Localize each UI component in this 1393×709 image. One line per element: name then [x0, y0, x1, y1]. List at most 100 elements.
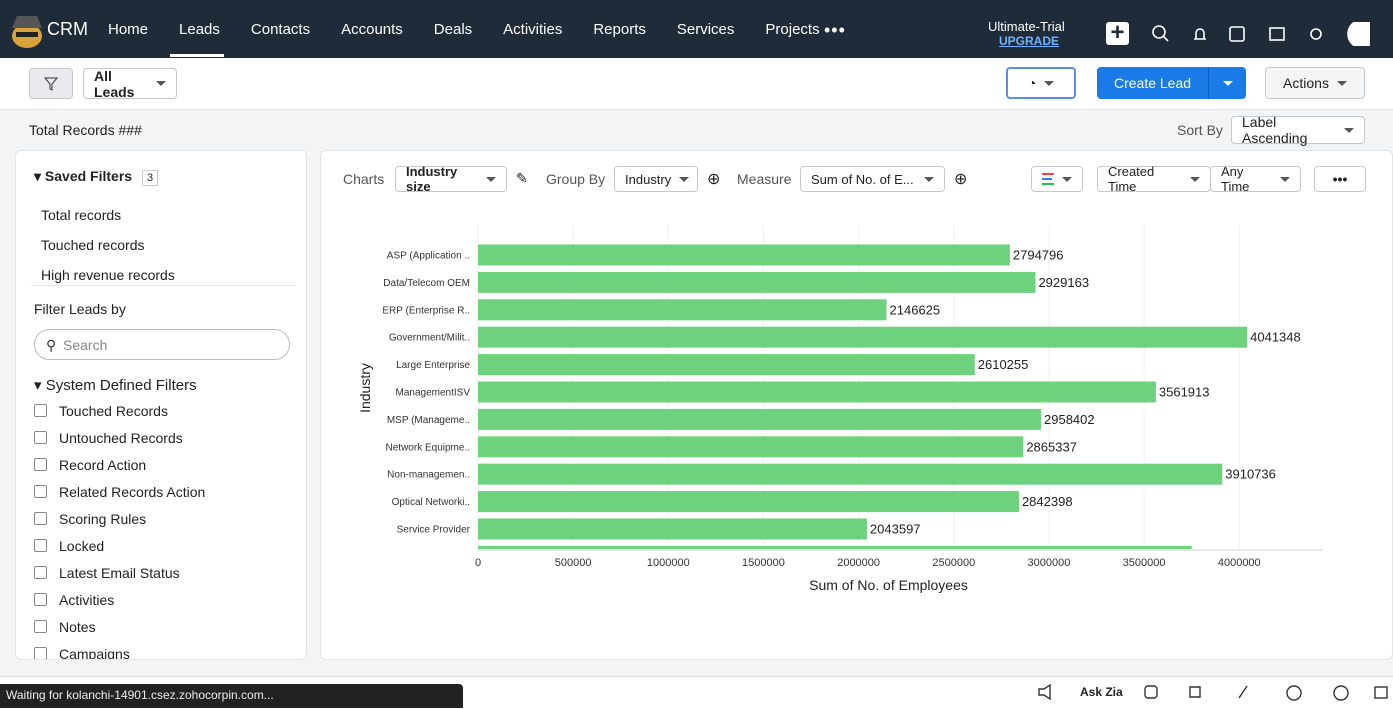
loading-status: Waiting for kolanchi-14901.csez.zohocorp… — [0, 684, 463, 708]
more-options[interactable]: ••• — [1314, 166, 1366, 192]
filter-option[interactable]: Record Action — [34, 452, 205, 479]
nav-item[interactable]: Leads — [179, 20, 220, 38]
filter-title: Filter Leads by — [34, 301, 126, 317]
y-tick-label: Large Enterprise — [396, 360, 470, 371]
group-label: Group By — [546, 171, 606, 187]
search-box[interactable]: ⚲ Search — [34, 329, 290, 360]
y-tick-label: Non-managemen.. — [387, 470, 470, 481]
active-indicator — [170, 54, 224, 57]
edit-icon[interactable]: ✎ — [516, 170, 528, 186]
x-tick-label: 3500000 — [1123, 557, 1166, 569]
filter-option[interactable]: Locked — [34, 533, 205, 560]
filter-option[interactable]: Latest Email Status — [34, 560, 205, 587]
nav-item[interactable]: Home — [108, 20, 149, 38]
bar — [478, 518, 867, 540]
filter-option[interactable]: Activities — [34, 587, 205, 614]
bar — [478, 381, 1156, 403]
saved-filter[interactable]: Total records — [41, 207, 122, 223]
nav-item[interactable]: Projects — [765, 20, 820, 38]
chart-select[interactable]: Industry size — [395, 164, 507, 194]
checkbox[interactable] — [34, 404, 47, 417]
upgrade[interactable]: UPGRADE — [999, 34, 1060, 48]
checkbox[interactable] — [34, 539, 47, 552]
y-axis-title: Industry — [357, 363, 373, 413]
checkbox[interactable] — [34, 485, 47, 498]
nav-item[interactable]: Accounts — [341, 20, 403, 38]
checkbox[interactable] — [34, 431, 47, 444]
chart-name: Industry size — [406, 164, 458, 194]
checkbox[interactable] — [34, 566, 47, 579]
create-lead[interactable]: Create Lead — [1097, 67, 1246, 99]
brand: CRM — [47, 19, 88, 39]
ask-zia[interactable]: Ask Zia — [1080, 685, 1123, 699]
filter-button[interactable] — [29, 68, 73, 99]
y-tick-label: Optical Networki.. — [392, 497, 470, 508]
bar — [478, 299, 887, 321]
data-label: 3750000 — [1195, 549, 1246, 564]
created-label: Created Time — [1108, 164, 1155, 194]
chart-toggle[interactable]: ◔ — [1006, 67, 1076, 99]
data-label: 3910736 — [1225, 467, 1276, 482]
filter-option[interactable]: Notes — [34, 614, 205, 641]
filter-option[interactable]: Untouched Records — [34, 425, 205, 452]
sidebar: ▾ Saved Filters 3 Total records Touched r… — [15, 150, 307, 660]
checkbox[interactable] — [34, 458, 47, 471]
saved-filter[interactable]: Touched records — [41, 237, 145, 253]
saved-filter[interactable]: High revenue records — [41, 267, 175, 283]
group-select[interactable]: Industry — [614, 166, 698, 192]
filter-option[interactable]: Scoring Rules — [34, 506, 205, 533]
filter-option[interactable]: Campaigns — [34, 641, 205, 659]
add-group[interactable]: ⊕ — [707, 171, 721, 188]
chart: 0 500000 1000000 1500000 2000000 2500000 30000… — [357, 225, 1323, 593]
sort-select[interactable]: Label Ascending — [1231, 114, 1365, 146]
filter-label: Related Records Action — [59, 484, 206, 500]
add-button[interactable]: + — [1106, 21, 1129, 45]
search-icon: ⚲ — [46, 337, 57, 353]
bar — [478, 408, 1042, 430]
x-tick-label: 1500000 — [742, 557, 785, 569]
plot: 2794796 2929163 2146625 4041348 2610255 35619… — [478, 244, 1301, 564]
top-nav: CRM Home Leads Contacts Accounts Deals Activi… — [0, 0, 1393, 58]
filter-option[interactable]: Touched Records — [34, 398, 205, 425]
view-select[interactable]: All Leads — [83, 67, 177, 100]
checkbox[interactable] — [34, 620, 47, 633]
x-tick-label: 0 — [475, 557, 481, 569]
actions[interactable]: Actions — [1265, 67, 1365, 99]
time-range[interactable]: Any Time — [1210, 164, 1301, 194]
trial: Ultimate-Trial — [988, 19, 1065, 34]
data-label: 2794796 — [1013, 248, 1064, 263]
time-field[interactable]: Created Time — [1097, 164, 1211, 194]
nav-item[interactable]: Activities — [503, 20, 563, 38]
nav-item[interactable]: Reports — [593, 20, 646, 38]
x-tick-label: 2000000 — [837, 557, 880, 569]
saved-count: 3 — [141, 170, 159, 186]
filter-label: Latest Email Status — [59, 565, 180, 581]
nav-item[interactable]: Contacts — [250, 20, 311, 38]
filter-label: Record Action — [59, 457, 147, 473]
checkbox[interactable] — [34, 593, 47, 606]
filter-label: Locked — [59, 538, 105, 554]
measure-select[interactable]: Sum of No. of E... — [800, 166, 945, 192]
add-measure[interactable]: ⊕ — [954, 171, 968, 188]
create-menu[interactable] — [1208, 67, 1246, 99]
bar — [478, 436, 1024, 458]
y-tick-label: MSP (Manageme.. — [387, 415, 470, 426]
sort-label: Sort By — [1177, 122, 1223, 138]
saved-title[interactable]: ▾ Saved Filters 3 — [34, 168, 159, 186]
bar — [478, 545, 1192, 549]
sort-value: Label Ascending — [1242, 114, 1308, 146]
nav-item[interactable]: Deals — [433, 20, 473, 38]
create-label[interactable]: Create Lead — [1113, 75, 1192, 91]
system-title[interactable]: ▾ System Defined Filters — [34, 377, 197, 394]
y-tick-label: Service Provider — [397, 525, 471, 536]
more[interactable]: ••• — [824, 20, 846, 40]
filter-option[interactable]: Related Records Action — [34, 479, 205, 506]
color-select[interactable] — [1031, 166, 1083, 192]
checkbox[interactable] — [34, 647, 47, 659]
checkbox[interactable] — [34, 512, 47, 525]
data-label: 2043597 — [870, 522, 921, 537]
view-label: All Leads — [94, 67, 135, 100]
nav-item[interactable]: Services — [676, 20, 735, 38]
saved-title-text: Saved Filters — [44, 168, 133, 184]
x-tick-label: 2500000 — [932, 557, 975, 569]
